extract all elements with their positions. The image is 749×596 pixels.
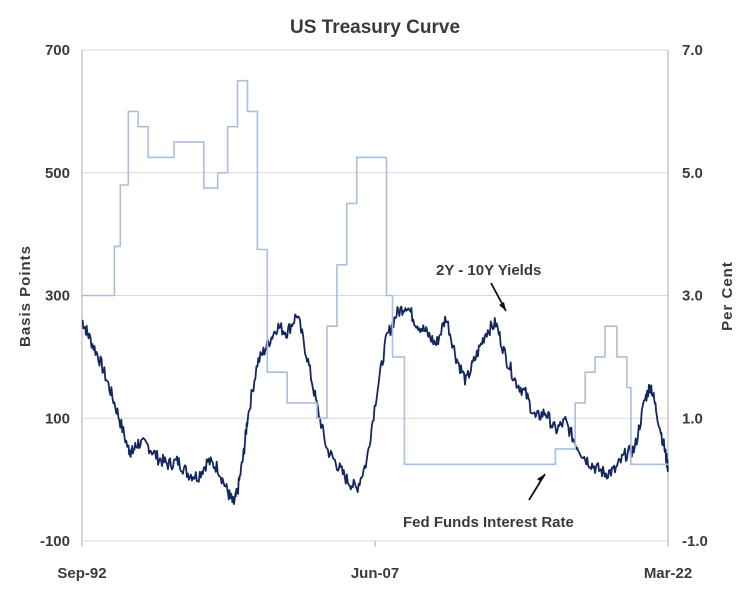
gridlines (82, 49, 668, 542)
annotation-spread: 2Y - 10Y Yields (436, 262, 541, 279)
chart-title: US Treasury Curve (290, 17, 460, 38)
y2-axis-label: Per Cent (719, 261, 736, 331)
y-tick-label: 100 (45, 410, 70, 427)
y-tick-label: 300 (45, 288, 70, 305)
x-tick-label: Jun-07 (351, 565, 399, 582)
y-tick-label: 500 (45, 165, 70, 182)
y2-tick-label: 5.0 (682, 165, 703, 182)
y2-tick-label: 3.0 (682, 288, 703, 305)
y-tick-label: 700 (45, 42, 70, 59)
annotation-arrowhead-fedfunds (537, 474, 545, 482)
series-layer (81, 79, 669, 505)
x-tick-label: Sep-92 (57, 565, 106, 582)
y-axis-ticks: 700 500 300 100 -100 (40, 42, 70, 550)
y2-axis-ticks: 7.0 5.0 3.0 1.0 -1.0 (682, 42, 708, 550)
series-line-fedfunds (82, 79, 668, 466)
x-tick-label: Mar-22 (644, 565, 692, 582)
y2-tick-label: 1.0 (682, 410, 703, 427)
y2-tick-label: 7.0 (682, 42, 703, 59)
y-tick-label: -100 (40, 533, 70, 550)
y2-tick-label: -1.0 (682, 533, 708, 550)
series-line-spread (81, 305, 669, 505)
x-axis-ticks: Sep-92 Jun-07 Mar-22 (57, 541, 692, 582)
annotation-arrowhead-spread (499, 302, 506, 311)
annotation-fedfunds: Fed Funds Interest Rate (403, 514, 574, 531)
y-axis-label: Basis Points (17, 245, 34, 347)
